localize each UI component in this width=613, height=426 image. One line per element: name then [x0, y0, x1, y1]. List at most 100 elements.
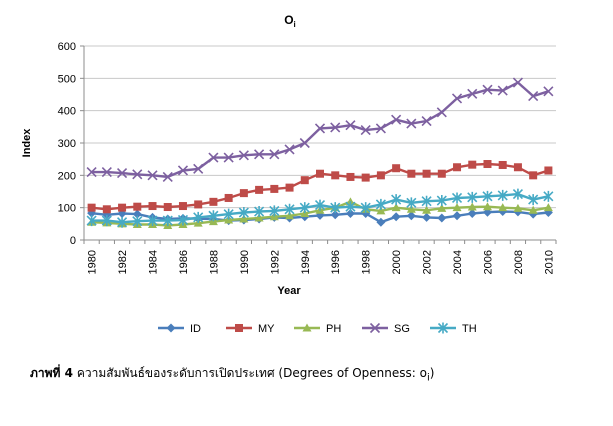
- caption-label: ภาพที่ 4: [30, 366, 73, 380]
- data-point: [467, 88, 478, 99]
- data-point: [482, 190, 493, 202]
- legend-label: ID: [190, 323, 201, 335]
- legend-label: PH: [326, 323, 341, 335]
- data-point: [331, 171, 340, 180]
- x-tick-label: 1998: [361, 250, 373, 274]
- x-tick-label: 2010: [543, 250, 555, 274]
- data-point: [453, 163, 462, 172]
- legend-label: TH: [462, 323, 477, 335]
- data-point: [369, 322, 381, 334]
- y-tick-label: 0: [70, 235, 76, 247]
- data-point: [482, 84, 493, 95]
- data-point: [422, 205, 432, 214]
- data-point: [208, 152, 219, 163]
- data-point: [512, 77, 524, 88]
- y-tick-label: 400: [58, 106, 76, 118]
- data-point: [330, 122, 341, 133]
- x-tick-label: 2008: [513, 250, 525, 274]
- data-point: [497, 189, 508, 201]
- data-point: [513, 163, 522, 172]
- data-point: [254, 149, 265, 160]
- data-point: [345, 201, 356, 213]
- data-point: [133, 202, 142, 211]
- data-point: [498, 160, 507, 169]
- data-point: [392, 164, 401, 173]
- y-tick-label: 200: [58, 170, 76, 182]
- data-point: [132, 215, 143, 227]
- data-point: [178, 202, 187, 211]
- data-point: [437, 213, 447, 223]
- caption-close: ): [429, 366, 435, 380]
- legend-item-sg: SG: [362, 322, 410, 335]
- data-point: [101, 167, 112, 178]
- data-point: [116, 216, 128, 228]
- data-point: [467, 191, 478, 203]
- data-point: [118, 203, 127, 212]
- data-point: [166, 323, 176, 333]
- data-point: [162, 171, 173, 183]
- x-tick-labels: 1980 1982 1984 1986 1988 1990 1992 1994 1996 1998…: [87, 250, 556, 274]
- y-tick-labels: 0 100 200 300 400 500 600: [58, 41, 76, 247]
- caption-subscript: i: [426, 372, 430, 384]
- data-point: [193, 163, 204, 174]
- data-point: [162, 215, 173, 227]
- data-point: [163, 203, 172, 212]
- data-point: [346, 172, 355, 181]
- x-tick-label: 2002: [422, 250, 434, 274]
- data-point: [497, 85, 508, 96]
- data-point: [299, 202, 310, 214]
- legend-item-th: TH: [430, 322, 477, 335]
- legend: ID MY PH SG TH: [158, 322, 477, 335]
- data-point: [148, 202, 157, 211]
- data-point: [467, 208, 477, 218]
- data-point: [255, 185, 264, 194]
- data-point: [513, 203, 523, 212]
- data-point: [421, 115, 432, 127]
- data-point: [116, 168, 128, 179]
- data-point: [235, 324, 243, 332]
- x-tick-label: 2006: [482, 250, 494, 274]
- data-point: [193, 211, 204, 223]
- data-point: [543, 86, 554, 97]
- data-point: [238, 150, 249, 161]
- data-point: [376, 217, 386, 227]
- data-point: [437, 322, 449, 334]
- data-point: [254, 206, 265, 218]
- data-point: [406, 197, 417, 209]
- data-point: [269, 205, 280, 217]
- series-my: [87, 160, 553, 214]
- data-point: [361, 173, 370, 182]
- data-point: [269, 149, 280, 160]
- data-point: [300, 176, 309, 185]
- x-tick-label: 1986: [178, 250, 190, 274]
- data-point: [421, 195, 432, 207]
- data-point: [436, 195, 447, 207]
- data-point: [254, 213, 264, 222]
- data-point: [528, 205, 538, 214]
- data-point: [436, 107, 447, 118]
- data-point: [468, 160, 477, 169]
- series-sg: [86, 77, 554, 183]
- y-axis-label: Index: [21, 128, 33, 158]
- data-point: [345, 120, 356, 131]
- data-point: [147, 215, 158, 227]
- data-point: [360, 125, 371, 136]
- x-tick-label: 1996: [330, 250, 342, 274]
- data-point: [87, 203, 96, 212]
- caption-text: ความสัมพันธ์ของระดับการเปิดประเทศ (Degre…: [76, 366, 427, 380]
- series-group: [86, 77, 554, 229]
- chart-title-main: O: [284, 13, 293, 27]
- data-point: [194, 200, 203, 209]
- data-point: [102, 205, 111, 214]
- data-point: [314, 199, 326, 211]
- data-point: [223, 152, 234, 163]
- series-line: [91, 81, 549, 179]
- data-point: [498, 203, 508, 212]
- data-point: [452, 211, 462, 221]
- y-tick-label: 500: [58, 73, 76, 85]
- data-point: [299, 137, 310, 149]
- y-tick-label: 100: [58, 203, 76, 215]
- data-point: [284, 144, 295, 155]
- x-tick-label: 1982: [117, 250, 129, 274]
